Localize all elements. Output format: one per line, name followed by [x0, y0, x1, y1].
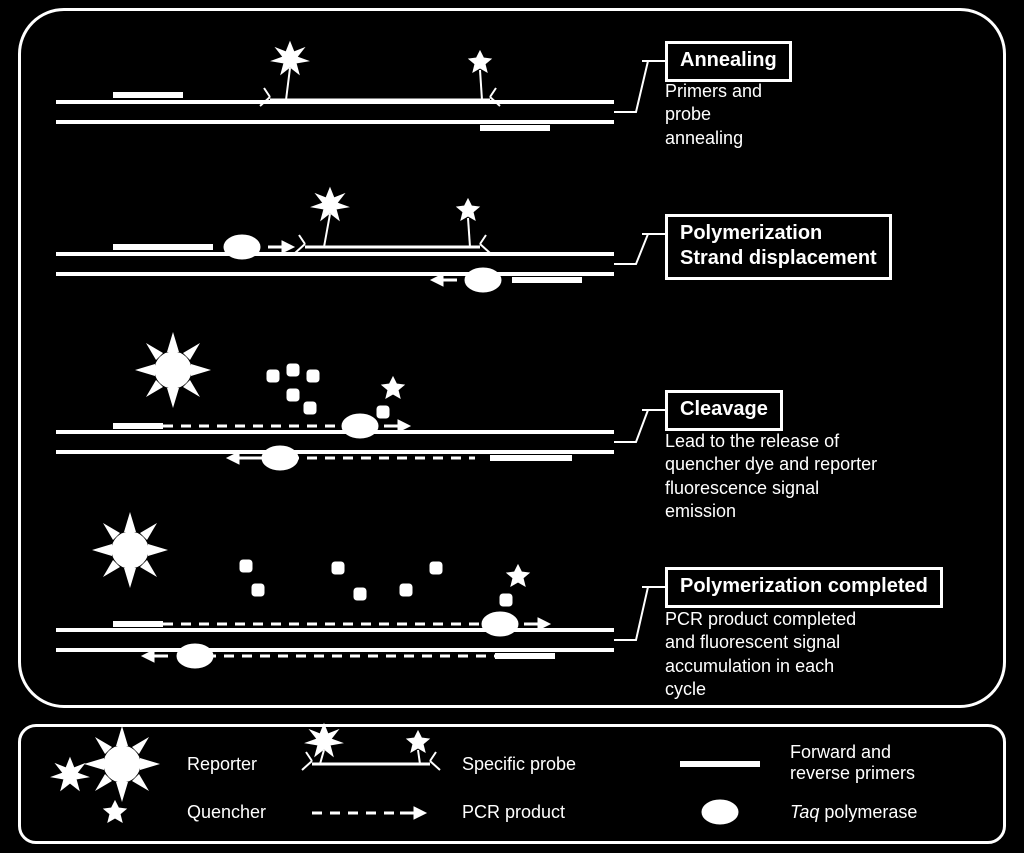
diagram-svg [0, 0, 1024, 853]
